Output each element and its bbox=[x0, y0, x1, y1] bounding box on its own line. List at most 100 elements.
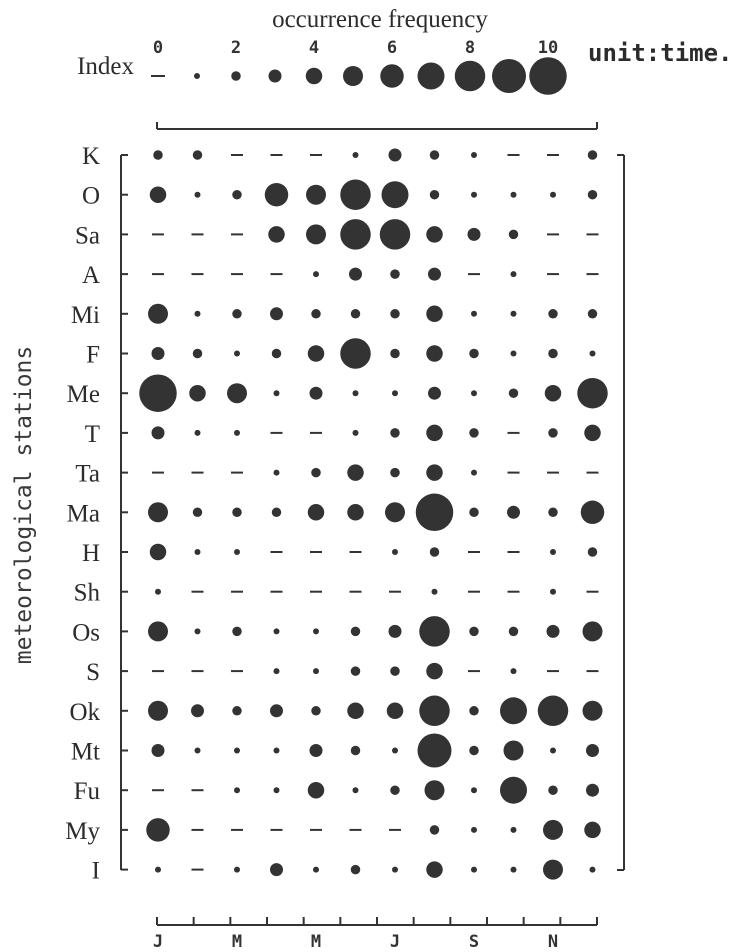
mark-Me-10 bbox=[508, 388, 519, 398]
mark-Os-2 bbox=[194, 628, 201, 635]
mark-Fu-4 bbox=[273, 787, 280, 794]
mark-Os-9 bbox=[469, 626, 479, 637]
mark-Mt-11 bbox=[550, 747, 556, 754]
legend-tick-label: 2 bbox=[231, 38, 241, 58]
mark-T-12 bbox=[584, 424, 601, 442]
mark-K-6 bbox=[352, 152, 359, 158]
station-label-Ma: Ma bbox=[67, 500, 100, 527]
mark-Os-12 bbox=[582, 621, 603, 642]
mark-Ma-9 bbox=[469, 507, 479, 518]
station-label-Me: Me bbox=[67, 381, 100, 408]
mark-K-9 bbox=[471, 152, 477, 158]
mark-Fu-7 bbox=[390, 785, 400, 795]
mark-Mi-9 bbox=[471, 310, 477, 317]
mark-F-5 bbox=[307, 345, 325, 362]
mark-Sa-7 bbox=[379, 219, 411, 250]
mark-O-3 bbox=[232, 189, 242, 200]
station-label-Os: Os bbox=[72, 619, 100, 646]
legend-tick-label: 0 bbox=[153, 38, 163, 58]
legend-tick-label: 4 bbox=[309, 38, 319, 58]
mark-A-8 bbox=[428, 267, 441, 281]
mark-Fu-3 bbox=[234, 787, 240, 794]
mark-Ok-2 bbox=[191, 704, 204, 718]
mark-Sa-5 bbox=[306, 224, 326, 245]
legend-mark-5 bbox=[343, 66, 363, 86]
mark-Os-4 bbox=[273, 628, 280, 635]
mark-O-12 bbox=[587, 189, 598, 200]
mark-F-9 bbox=[469, 348, 479, 359]
mark-Ma-3 bbox=[232, 507, 242, 518]
station-label-Mi: Mi bbox=[71, 302, 100, 329]
mark-Ma-4 bbox=[271, 507, 282, 518]
mark-S-5 bbox=[313, 668, 319, 675]
mark-Fu-12 bbox=[586, 783, 599, 797]
station-label-S: S bbox=[86, 659, 100, 686]
mark-Ok-4 bbox=[270, 704, 283, 718]
mark-Ok-11 bbox=[537, 695, 569, 727]
mark-K-7 bbox=[388, 148, 402, 162]
mark-K-1 bbox=[153, 150, 163, 160]
mark-Ok-7 bbox=[386, 702, 404, 720]
mark-K-8 bbox=[429, 150, 440, 160]
mark-H-8 bbox=[429, 547, 440, 557]
mark-Ma-7 bbox=[385, 502, 405, 523]
mark-A-5 bbox=[313, 271, 319, 278]
mark-I-1 bbox=[155, 866, 161, 873]
mark-O-10 bbox=[510, 191, 517, 198]
mark-I-6 bbox=[350, 864, 361, 875]
mark-O-4 bbox=[264, 182, 289, 207]
mark-Mi-5 bbox=[311, 309, 321, 319]
mark-My-11 bbox=[543, 819, 563, 840]
mark-O-7 bbox=[381, 181, 409, 209]
mark-Ta-6 bbox=[347, 464, 364, 481]
mark-I-11 bbox=[543, 859, 563, 880]
mark-F-2 bbox=[192, 348, 203, 359]
mark-A-7 bbox=[390, 269, 400, 279]
mark-T-6 bbox=[352, 429, 359, 436]
mark-I-8 bbox=[426, 861, 443, 878]
month-label: N bbox=[548, 932, 558, 952]
mark-Sh-8 bbox=[431, 588, 438, 595]
month-label: S bbox=[469, 932, 479, 952]
mark-F-6 bbox=[340, 338, 371, 369]
mark-K-2 bbox=[192, 150, 203, 160]
mark-F-8 bbox=[426, 345, 443, 362]
mark-Sa-8 bbox=[426, 226, 443, 243]
mark-T-3 bbox=[234, 429, 240, 436]
mark-I-4 bbox=[270, 863, 283, 877]
mark-A-6 bbox=[349, 267, 362, 281]
mark-Ma-8 bbox=[415, 493, 454, 532]
mark-S-4 bbox=[273, 668, 280, 675]
mark-Mt-10 bbox=[503, 740, 524, 761]
frequency-marks bbox=[139, 148, 608, 880]
mark-Me-11 bbox=[544, 384, 562, 402]
station-labels: KO Sa A Mi F Me T Ta Ma H Sh Os S Ok Mt Fu My I bbox=[65, 143, 100, 885]
mark-Os-7 bbox=[388, 624, 402, 638]
mark-Os-6 bbox=[350, 626, 361, 637]
station-label-O: O bbox=[82, 183, 100, 210]
mark-Mt-8 bbox=[417, 733, 452, 768]
legend-label: Index bbox=[77, 53, 134, 80]
mark-S-6 bbox=[350, 666, 361, 676]
mark-Ma-1 bbox=[148, 502, 168, 523]
mark-O-2 bbox=[194, 191, 201, 198]
mark-S-8 bbox=[426, 662, 443, 680]
mark-T-11 bbox=[548, 428, 558, 438]
mark-Ok-8 bbox=[419, 695, 450, 727]
station-label-T: T bbox=[85, 421, 100, 448]
mark-Sa-9 bbox=[467, 227, 481, 241]
legend-mark-2 bbox=[231, 71, 241, 81]
station-label-A: A bbox=[82, 262, 100, 289]
station-label-Sh: Sh bbox=[74, 580, 101, 607]
mark-I-5 bbox=[313, 866, 319, 873]
mark-S-10 bbox=[510, 668, 517, 675]
mark-Fu-11 bbox=[548, 785, 558, 795]
mark-Me-6 bbox=[352, 390, 359, 397]
mark-Me-1 bbox=[139, 374, 177, 412]
mark-Ma-2 bbox=[192, 507, 203, 518]
mark-Ta-5 bbox=[311, 467, 321, 478]
left-axis-ticks bbox=[121, 154, 128, 871]
mark-Mi-1 bbox=[148, 303, 168, 324]
mark-Sh-1 bbox=[155, 588, 161, 595]
